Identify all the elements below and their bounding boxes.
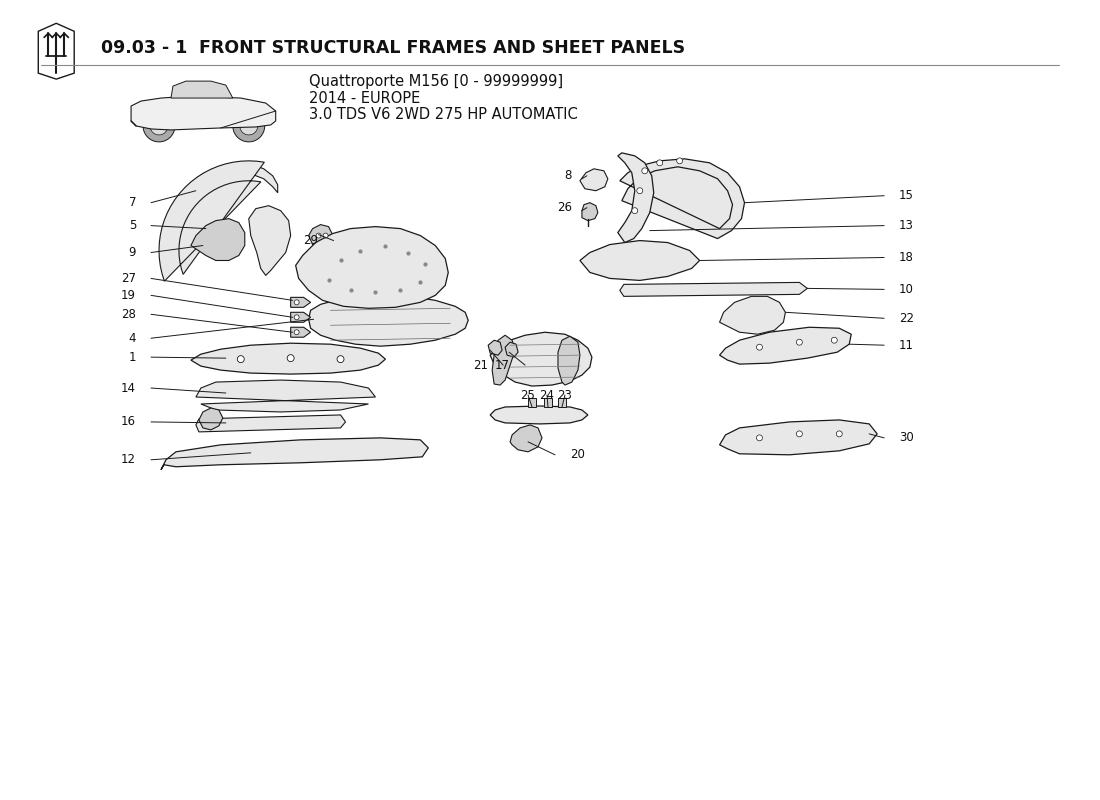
Text: 21: 21	[473, 358, 488, 372]
Polygon shape	[309, 225, 332, 246]
Polygon shape	[580, 169, 608, 190]
Polygon shape	[631, 208, 638, 214]
Text: 3.0 TDS V6 2WD 275 HP AUTOMATIC: 3.0 TDS V6 2WD 275 HP AUTOMATIC	[309, 107, 578, 122]
Polygon shape	[238, 356, 244, 362]
Text: 8: 8	[564, 170, 572, 182]
Polygon shape	[619, 159, 745, 238]
Polygon shape	[170, 81, 233, 98]
Polygon shape	[290, 312, 310, 322]
Text: 17: 17	[495, 358, 510, 372]
Polygon shape	[558, 336, 580, 385]
Polygon shape	[294, 300, 299, 305]
Polygon shape	[240, 117, 257, 135]
Polygon shape	[233, 110, 265, 142]
Polygon shape	[582, 202, 598, 221]
Text: 9: 9	[129, 246, 136, 259]
Text: 24: 24	[539, 389, 554, 402]
Text: 09.03 - 1: 09.03 - 1	[101, 39, 187, 58]
Polygon shape	[719, 296, 785, 334]
Polygon shape	[249, 206, 290, 275]
Text: 26: 26	[557, 201, 572, 214]
Polygon shape	[580, 241, 700, 281]
Polygon shape	[294, 330, 299, 334]
Polygon shape	[558, 398, 566, 407]
Text: 10: 10	[899, 283, 914, 296]
Polygon shape	[143, 110, 175, 142]
Polygon shape	[719, 327, 851, 364]
Text: 4: 4	[129, 332, 136, 345]
Polygon shape	[296, 226, 449, 308]
Text: 13: 13	[899, 219, 914, 232]
Polygon shape	[510, 425, 542, 452]
Polygon shape	[618, 153, 653, 242]
Polygon shape	[491, 332, 592, 386]
Text: 18: 18	[899, 251, 914, 264]
Text: 11: 11	[899, 338, 914, 352]
Text: 12: 12	[121, 454, 136, 466]
Polygon shape	[131, 96, 276, 130]
Polygon shape	[492, 335, 515, 385]
Text: 16: 16	[121, 415, 136, 429]
Polygon shape	[657, 160, 662, 166]
Text: 1: 1	[129, 350, 136, 364]
Polygon shape	[637, 188, 642, 194]
Polygon shape	[488, 340, 502, 355]
Polygon shape	[161, 438, 428, 470]
Polygon shape	[528, 398, 536, 407]
Polygon shape	[832, 338, 837, 343]
Polygon shape	[191, 343, 385, 374]
Polygon shape	[287, 354, 294, 362]
Text: 23: 23	[558, 389, 572, 402]
Polygon shape	[757, 344, 762, 350]
Text: 7: 7	[129, 196, 136, 209]
Polygon shape	[619, 282, 807, 296]
Polygon shape	[796, 339, 802, 345]
Polygon shape	[836, 431, 843, 437]
Text: 28: 28	[121, 308, 136, 321]
Polygon shape	[294, 315, 299, 320]
Polygon shape	[150, 117, 168, 135]
Text: 5: 5	[129, 219, 136, 232]
Polygon shape	[316, 233, 321, 238]
Polygon shape	[290, 327, 310, 338]
Text: 29: 29	[304, 234, 319, 247]
Polygon shape	[160, 161, 264, 281]
Text: Quattroporte M156 [0 - 99999999]: Quattroporte M156 [0 - 99999999]	[309, 74, 563, 89]
Polygon shape	[337, 356, 344, 362]
Polygon shape	[757, 435, 762, 441]
Polygon shape	[544, 398, 552, 407]
Polygon shape	[191, 218, 245, 261]
Polygon shape	[676, 158, 683, 164]
Text: 19: 19	[121, 289, 136, 302]
Polygon shape	[196, 380, 375, 412]
Text: FRONT STRUCTURAL FRAMES AND SHEET PANELS: FRONT STRUCTURAL FRAMES AND SHEET PANELS	[192, 39, 685, 58]
Polygon shape	[719, 420, 877, 455]
Text: 20: 20	[570, 448, 585, 462]
Text: 2014 - EUROPE: 2014 - EUROPE	[309, 90, 420, 106]
Polygon shape	[796, 431, 802, 437]
Polygon shape	[196, 415, 345, 432]
Polygon shape	[309, 295, 469, 346]
Polygon shape	[491, 406, 587, 424]
Polygon shape	[179, 163, 277, 210]
Polygon shape	[505, 342, 518, 357]
Text: 27: 27	[121, 272, 136, 285]
Polygon shape	[323, 233, 328, 238]
Text: 22: 22	[899, 312, 914, 325]
Polygon shape	[199, 408, 223, 430]
Text: 14: 14	[121, 382, 136, 394]
Polygon shape	[641, 168, 648, 174]
Text: 15: 15	[899, 190, 914, 202]
Polygon shape	[290, 298, 310, 307]
Text: 25: 25	[520, 389, 536, 402]
Text: 30: 30	[899, 431, 914, 444]
